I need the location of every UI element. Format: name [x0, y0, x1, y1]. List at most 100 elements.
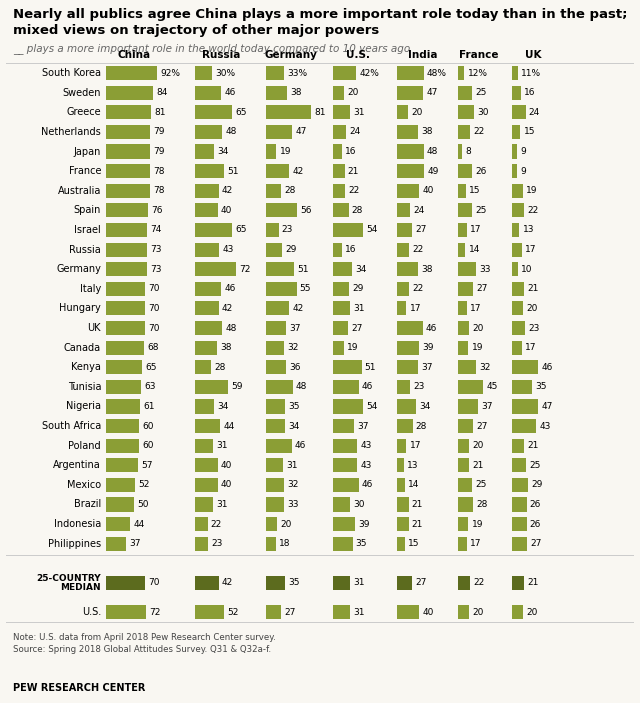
Text: 27: 27: [415, 579, 427, 588]
Text: 47: 47: [541, 402, 553, 411]
Text: 44: 44: [134, 520, 145, 529]
Text: Nigeria: Nigeria: [66, 401, 101, 411]
Text: Australia: Australia: [58, 186, 101, 195]
Text: 18: 18: [279, 539, 291, 548]
Text: 22: 22: [412, 284, 424, 293]
Text: 20: 20: [527, 608, 538, 617]
Text: Nearly all publics agree China plays a more important role today than in the pas: Nearly all publics agree China plays a m…: [13, 8, 627, 37]
Text: 22: 22: [527, 206, 539, 215]
Text: 42: 42: [292, 304, 304, 313]
Text: 68: 68: [147, 343, 159, 352]
Text: 26: 26: [530, 500, 541, 509]
Text: 29: 29: [532, 480, 543, 489]
Text: 40: 40: [221, 460, 232, 470]
Text: 26: 26: [476, 167, 487, 176]
Text: 51: 51: [298, 264, 309, 273]
Text: 70: 70: [148, 284, 160, 293]
Text: South Africa: South Africa: [42, 421, 101, 431]
Text: 27: 27: [531, 539, 542, 548]
Text: 21: 21: [527, 284, 538, 293]
Text: South Korea: South Korea: [42, 68, 101, 78]
Text: 70: 70: [148, 323, 160, 333]
Text: 34: 34: [218, 402, 229, 411]
Text: China: China: [118, 51, 151, 60]
Text: Tunisia: Tunisia: [68, 382, 101, 392]
Text: 70: 70: [148, 579, 160, 588]
Text: 11%: 11%: [522, 69, 541, 77]
Text: UK: UK: [525, 51, 541, 60]
Text: Philippines: Philippines: [48, 538, 101, 549]
Text: 43: 43: [360, 460, 372, 470]
Text: 17: 17: [525, 245, 536, 254]
Text: 46: 46: [426, 323, 437, 333]
Text: 28: 28: [352, 206, 363, 215]
Text: Brazil: Brazil: [74, 500, 101, 510]
Text: 46: 46: [224, 88, 236, 97]
Text: 48: 48: [427, 147, 438, 156]
Text: India: India: [408, 51, 437, 60]
Text: 48: 48: [225, 323, 237, 333]
Text: 16: 16: [345, 245, 356, 254]
Text: 72: 72: [149, 608, 161, 617]
Text: 42: 42: [222, 579, 234, 588]
Text: 20: 20: [472, 323, 483, 333]
Text: Spain: Spain: [74, 205, 101, 215]
Text: 29: 29: [353, 284, 364, 293]
Text: 37: 37: [421, 363, 433, 372]
Text: 39: 39: [358, 520, 369, 529]
Text: France: France: [68, 166, 101, 176]
Text: 92%: 92%: [161, 69, 180, 77]
Text: 52: 52: [228, 608, 239, 617]
Text: 24: 24: [349, 127, 361, 136]
Text: 35: 35: [289, 579, 300, 588]
Text: 9: 9: [520, 147, 526, 156]
Text: 47: 47: [295, 127, 307, 136]
Text: 31: 31: [216, 441, 227, 450]
Text: Argentina: Argentina: [53, 460, 101, 470]
Text: 63: 63: [144, 382, 156, 392]
Text: 20: 20: [412, 108, 422, 117]
Text: 65: 65: [235, 226, 246, 235]
Text: 8: 8: [465, 147, 471, 156]
Text: 38: 38: [220, 343, 231, 352]
Text: 33: 33: [287, 500, 299, 509]
Text: Mexico: Mexico: [67, 480, 101, 490]
Text: 13: 13: [407, 460, 419, 470]
Text: 22: 22: [473, 579, 484, 588]
Text: 17: 17: [410, 304, 421, 313]
Text: 25-COUNTRY
MEDIAN: 25-COUNTRY MEDIAN: [36, 574, 101, 593]
Text: 23: 23: [413, 382, 424, 392]
Text: 16: 16: [345, 147, 356, 156]
Text: Sweden: Sweden: [63, 88, 101, 98]
Text: 49: 49: [428, 167, 439, 176]
Text: 14: 14: [408, 480, 419, 489]
Text: 22: 22: [412, 245, 424, 254]
Text: 79: 79: [154, 147, 164, 156]
Text: 20: 20: [280, 520, 291, 529]
Text: 60: 60: [143, 422, 154, 430]
Text: Netherlands: Netherlands: [42, 127, 101, 137]
Text: 17: 17: [470, 539, 482, 548]
Text: 46: 46: [294, 441, 306, 450]
Text: 17: 17: [410, 441, 421, 450]
Text: 9: 9: [520, 167, 526, 176]
Text: 17: 17: [525, 343, 536, 352]
Text: 15: 15: [524, 127, 535, 136]
Text: 14: 14: [468, 245, 480, 254]
Text: 42%: 42%: [360, 69, 380, 77]
Text: 22: 22: [211, 520, 222, 529]
Text: 52: 52: [138, 480, 150, 489]
Text: 28: 28: [477, 500, 488, 509]
Text: 25: 25: [529, 460, 541, 470]
Text: 54: 54: [367, 402, 378, 411]
Text: 54: 54: [367, 226, 378, 235]
Text: 23: 23: [211, 539, 223, 548]
Text: 55: 55: [300, 284, 311, 293]
Text: 35: 35: [535, 382, 547, 392]
Text: 23: 23: [282, 226, 293, 235]
Text: 33%: 33%: [287, 69, 307, 77]
Text: 73: 73: [150, 245, 161, 254]
Text: Italy: Italy: [80, 284, 101, 294]
Text: 38: 38: [421, 127, 433, 136]
Text: 28: 28: [214, 363, 225, 372]
